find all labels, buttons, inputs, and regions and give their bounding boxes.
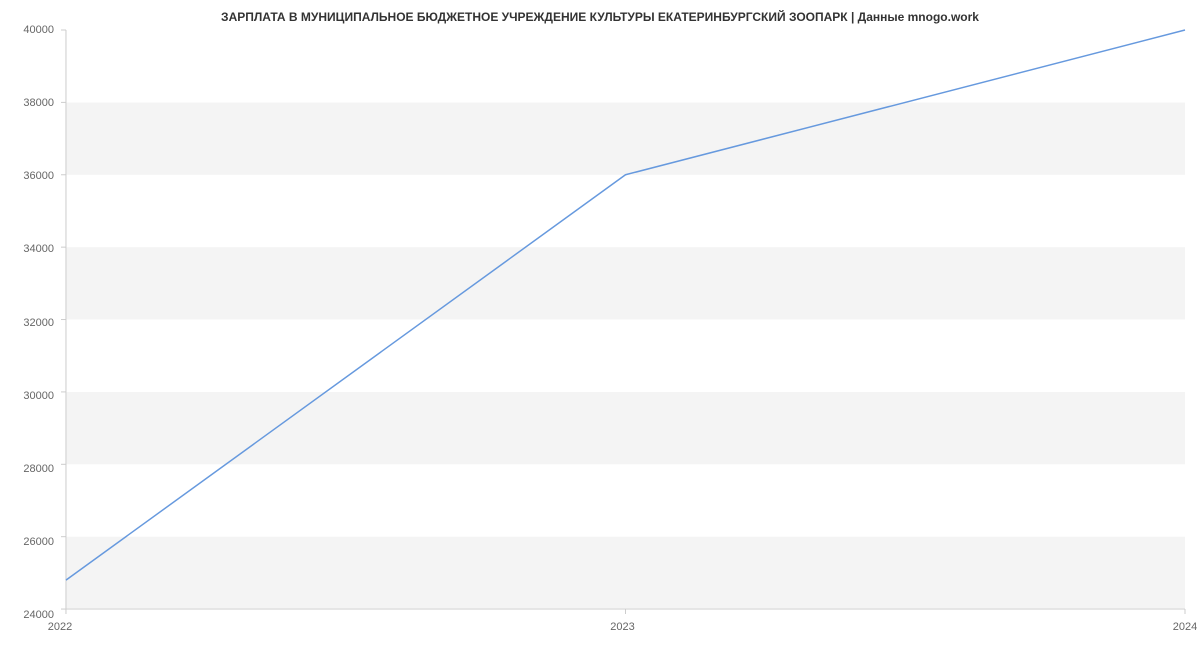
x-tick-label: 2024 [1173,621,1197,633]
x-tick-label: 2023 [610,621,634,633]
grid-band [66,392,1185,464]
y-tick-label: 32000 [23,317,54,329]
y-tick-label: 28000 [23,463,54,475]
y-tick-label: 34000 [23,243,54,255]
x-tick-label: 2022 [48,621,72,633]
y-tick-label: 36000 [23,170,54,182]
grid-band [66,30,1185,102]
chart-container: ЗАРПЛАТА В МУНИЦИПАЛЬНОЕ БЮДЖЕТНОЕ УЧРЕЖ… [0,0,1200,650]
grid-band [66,320,1185,392]
y-tick-label: 26000 [23,536,54,548]
chart-title: ЗАРПЛАТА В МУНИЦИПАЛЬНОЕ БЮДЖЕТНОЕ УЧРЕЖ… [0,0,1200,29]
plot-area: 2400026000280003000032000340003600038000… [60,30,1185,615]
grid-band [66,175,1185,247]
grid-band [66,464,1185,536]
grid-band [66,247,1185,319]
grid-band [66,537,1185,609]
y-tick-label: 38000 [23,97,54,109]
y-tick-label: 40000 [23,24,54,36]
plot-svg [60,30,1185,615]
grid-band [66,102,1185,174]
y-tick-label: 24000 [23,609,54,621]
y-tick-label: 30000 [23,390,54,402]
